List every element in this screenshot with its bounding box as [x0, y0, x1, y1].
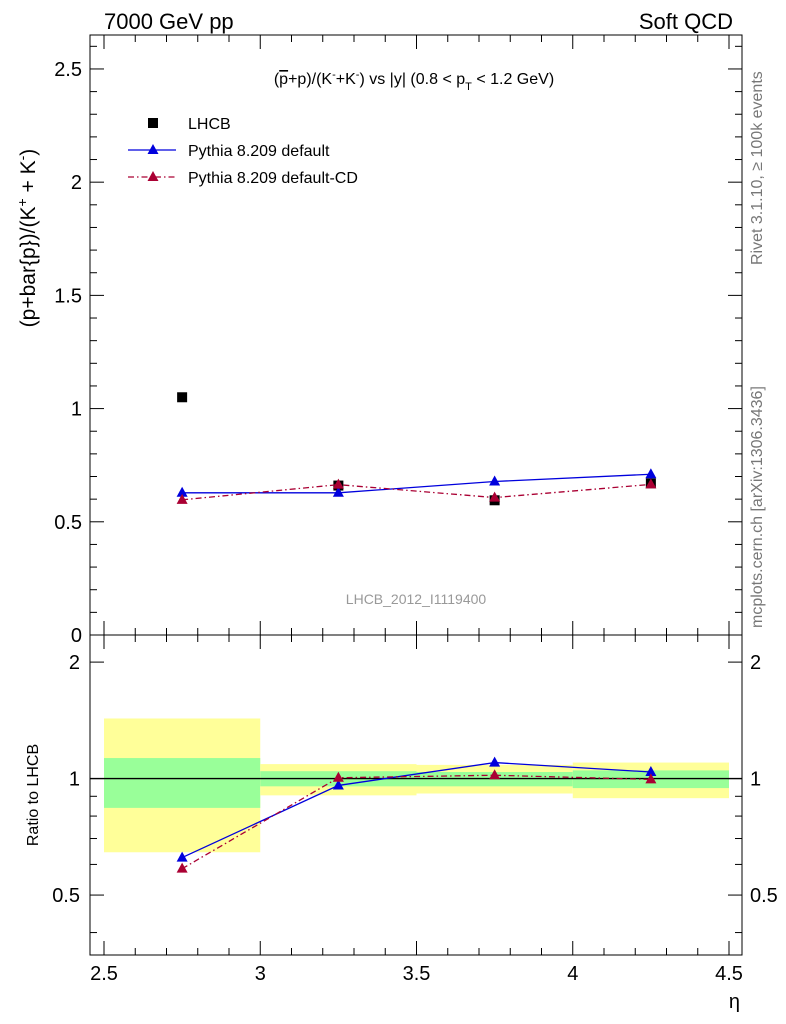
ratio-ylabel: Ratio to LHCB [25, 744, 42, 846]
main-ylabel: (p+bar{p})/(K+ + K-) [14, 149, 40, 328]
ratio-xtick-label: 4 [567, 963, 578, 985]
mcplots-label: mcplots.cern.ch [arXiv:1306.3436] [749, 386, 766, 628]
main-panel: 0 0.5 1 1.5 2 2.5 (p+p)/(K-+K-) vs |y| (0.8 <… [14, 34, 743, 647]
lhcb-point [177, 392, 188, 403]
ratio-pythia-cd-point [489, 769, 501, 780]
ratio-ytick-label: 1 [69, 769, 80, 791]
ratio-xtick-label: 4.5 [715, 963, 743, 985]
pythia-default-point [332, 486, 344, 497]
ratio-pythia-default-point [489, 756, 501, 767]
pythia-cd-point [176, 493, 188, 504]
ratio-xtick-label: 2.5 [90, 963, 118, 985]
main-ytick-label: 2.5 [54, 59, 82, 81]
pythia-cd-line [182, 483, 651, 501]
main-ytick-label: 0 [71, 625, 82, 647]
header-right: Soft QCD [639, 9, 733, 34]
main-ytick-label: 1.5 [54, 285, 82, 307]
pythia-default-point [176, 486, 188, 497]
pythia-default-point [489, 475, 501, 486]
pythia-cd-point [645, 478, 657, 489]
ratio-xtick-label: 3.5 [403, 963, 431, 985]
ratio-pythia-cd-point [176, 862, 188, 873]
ratio-pythia-default-point [645, 765, 657, 776]
legend-marker-pythia-default [147, 144, 159, 154]
x-axis-label: η [729, 991, 740, 1013]
main-ytick-label: 1 [71, 399, 82, 421]
ratio-pythia-cd-line [181, 774, 651, 870]
legend-marker-pythia-cd [147, 171, 159, 181]
ratio-ytick-label-right: 2 [750, 652, 761, 674]
pythia-cd-point [489, 491, 501, 502]
ratio-ytick-label: 2 [69, 652, 80, 674]
legend-label-pythia-default: Pythia 8.209 default [188, 143, 330, 160]
main-ytick-label: 0.5 [54, 512, 82, 534]
legend-label-pythia-cd: Pythia 8.209 default-CD [188, 170, 358, 187]
legend-marker-lhcb [148, 118, 158, 128]
ratio-ytick-label-right: 1 [750, 769, 761, 791]
legend: LHCB Pythia 8.209 default Pythia 8.209 d… [128, 116, 358, 187]
ratio-panel: 0.5 0.5 1 1 2 2 2.5 3 3.5 4 4.5 Ratio to LHCB η [25, 634, 778, 1013]
ratio-ytick-label-right: 0.5 [750, 885, 778, 907]
ratio-pythia-cd-point [645, 773, 657, 784]
ratio-xtick-label: 3 [255, 963, 266, 985]
pythia-cd-point [332, 478, 344, 489]
pythia-default-point [645, 468, 657, 479]
rivet-label: Rivet 3.1.10, ≥ 100k events [749, 71, 766, 265]
pythia-default-line [182, 473, 651, 494]
analysis-watermark: LHCB_2012_I1119400 [346, 591, 487, 607]
ratio-pythia-cd-point [332, 771, 344, 782]
ratio-band-stat [104, 758, 261, 808]
legend-label-lhcb: LHCB [188, 116, 231, 133]
main-ytick-label: 2 [71, 172, 82, 194]
ratio-pythia-default-line [181, 761, 651, 859]
ratio-pythia-default-point [176, 851, 188, 862]
main-title: (p+p)/(K-+K-) vs |y| (0.8 < pT < 1.2 GeV… [274, 69, 554, 93]
ratio-ytick-label: 0.5 [52, 885, 80, 907]
header-left: 7000 GeV pp [104, 9, 234, 34]
ratio-pythia-default-point [332, 779, 344, 790]
